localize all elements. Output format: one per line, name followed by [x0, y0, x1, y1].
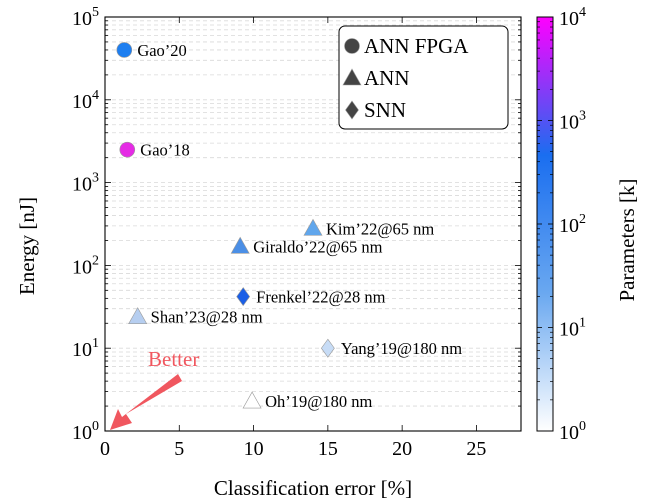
y-axis-title: Energy [nJ]	[15, 197, 39, 295]
x-tick-label: 20	[392, 438, 412, 460]
colorbar-tick-label: 104	[559, 5, 586, 30]
plot-frame	[104, 16, 522, 432]
legend-label: SNN	[364, 98, 406, 122]
data-point	[303, 218, 323, 236]
colorbar-title: Parameters [k]	[615, 178, 639, 301]
colorbar-tick-label: 103	[559, 109, 586, 134]
legend-marker	[344, 38, 360, 54]
legend-label: ANN	[364, 66, 410, 90]
data-point-label: Kim’22@65 nm	[326, 219, 434, 238]
data-point-label: Frenkel’22@28 nm	[256, 288, 385, 307]
data-point	[236, 287, 251, 307]
y-tick-label: 100	[72, 419, 99, 444]
y-tick-label: 105	[72, 5, 99, 30]
data-point-label: Shan’23@28 nm	[151, 308, 263, 327]
legend-label: ANN FPGA	[364, 34, 469, 58]
data-point-label: Gao’20	[137, 41, 186, 60]
data-point-label: Gao’18	[140, 141, 189, 160]
x-tick-label: 25	[466, 438, 486, 460]
data-point	[230, 236, 250, 254]
y-tick-label: 103	[72, 171, 99, 196]
y-tick-label: 104	[72, 88, 99, 113]
better-annotation: Better	[148, 347, 199, 371]
colorbar-tick-label: 101	[559, 316, 586, 341]
data-point	[128, 307, 148, 325]
data-point	[242, 391, 262, 409]
colorbar: 100 101 102 103 104	[536, 5, 586, 444]
data-point-label: Giraldo’22@65 nm	[253, 237, 382, 256]
legend-marker	[345, 100, 359, 120]
x-tick-label: 15	[318, 438, 338, 460]
legend-box	[338, 25, 509, 130]
data-point	[119, 141, 136, 158]
data-point-label: Yang’19@180 nm	[341, 339, 462, 358]
colorbar-tick-label: 100	[559, 419, 586, 444]
legend-marker	[342, 68, 362, 86]
axis-ticks: 0 5 10 15 20 25 100 101 102 103 104 105	[72, 5, 521, 460]
y-tick-label: 101	[72, 336, 99, 361]
better-arrow-shape	[110, 374, 182, 430]
colorbar-tick-label: 102	[559, 212, 586, 237]
data-point	[116, 42, 133, 58]
data-point	[320, 338, 335, 358]
x-tick-label: 10	[244, 438, 264, 460]
y-tick-label: 102	[72, 253, 99, 278]
better-arrow	[110, 374, 182, 430]
data-point-label: Oh’19@180 nm	[265, 392, 372, 411]
x-tick-label: 5	[174, 438, 184, 460]
legend: ANN FPGA ANN SNN	[338, 25, 509, 130]
x-tick-label: 0	[100, 438, 110, 460]
x-axis-title: Classification error [%]	[214, 476, 412, 500]
